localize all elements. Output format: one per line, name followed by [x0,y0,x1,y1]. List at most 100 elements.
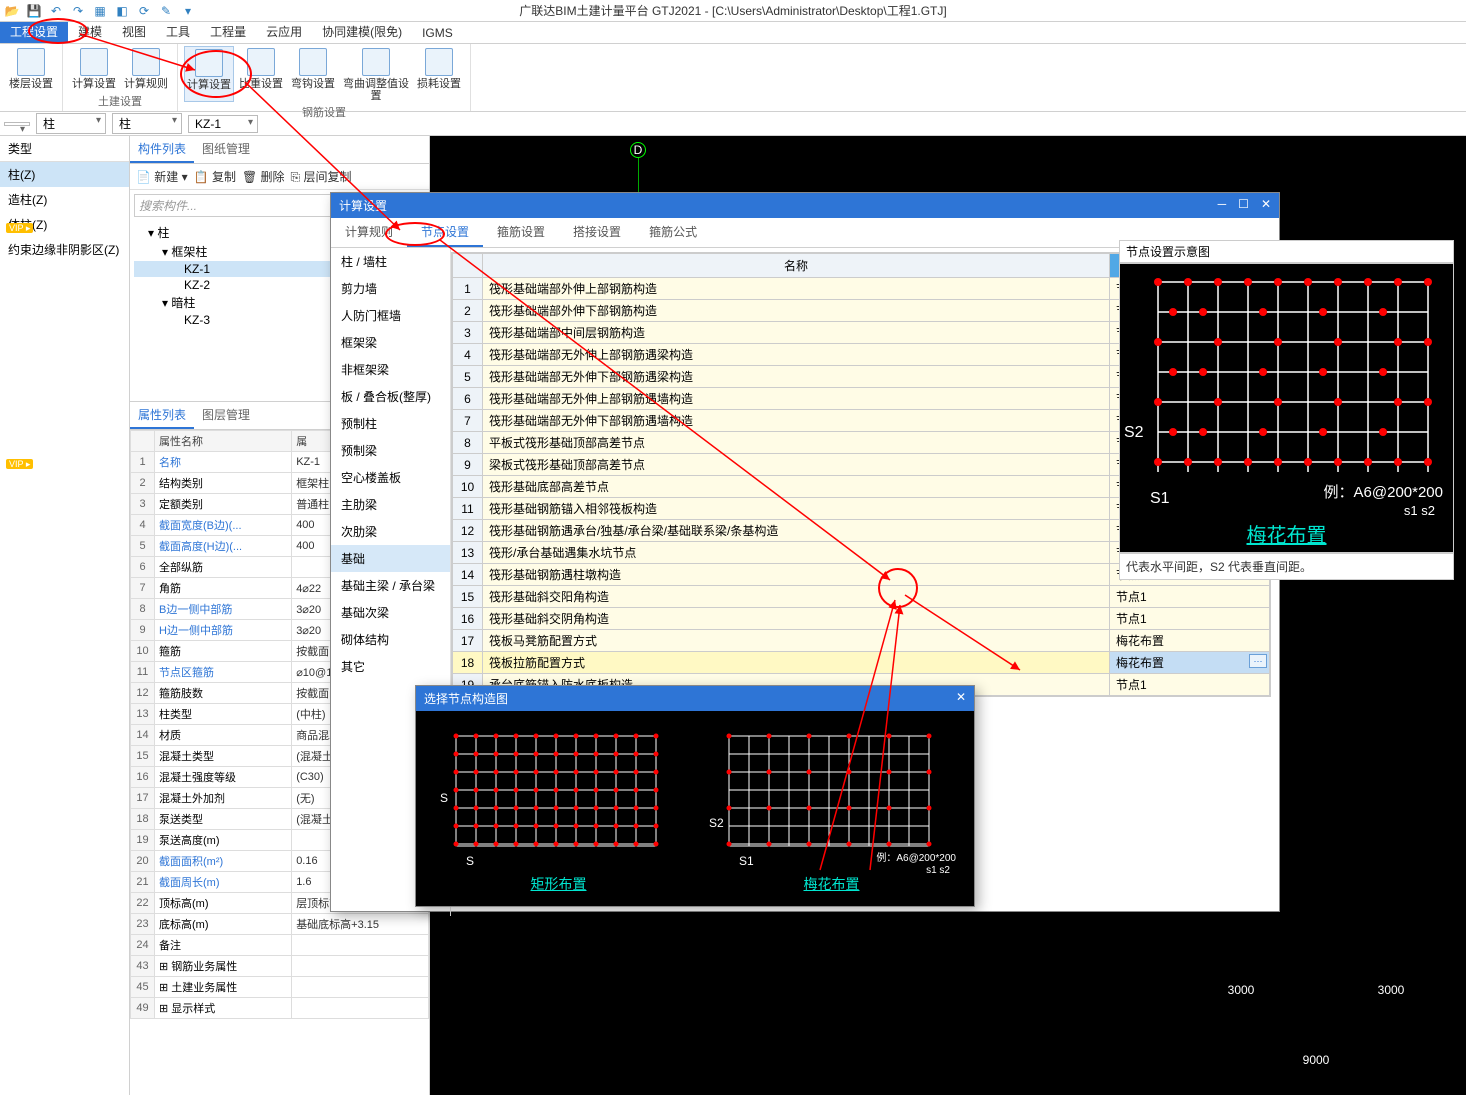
qat-redo-icon[interactable]: ↷ [70,3,86,19]
grid-row-name[interactable]: 筏形基础钢筋锚入相邻筏板构造 [483,498,1110,520]
grid-row-name[interactable]: 筏形基础端部中间层钢筋构造 [483,322,1110,344]
menu-tab-igms[interactable]: IGMS [412,23,463,43]
prop-name[interactable]: 截面面积(m²) [155,851,292,872]
grid-row-name[interactable]: 筏形基础端部无外伸下部钢筋遇梁构造 [483,366,1110,388]
node-option-plum[interactable]: S2 S1 例：A6@200*200 s1 s2 梅花布置 [699,721,964,896]
prop-name[interactable]: 顶标高(m) [155,893,292,914]
left-item[interactable]: 柱(Z) [0,162,129,187]
qat-dropdown-icon[interactable]: ▾ [180,3,196,19]
prop-value[interactable]: 基础底标高+3.15 [292,914,429,935]
grid-row-name[interactable]: 筏形基础端部外伸上部钢筋构造 [483,278,1110,300]
menu-tab-modeling[interactable]: 建模 [68,20,112,43]
menu-tab-project-settings[interactable]: 工程设置 [0,20,68,43]
ribbon-btn-weight[interactable]: 比重设置 [236,46,286,102]
grid-row-name[interactable]: 筏板马凳筋配置方式 [483,630,1110,652]
prop-name[interactable]: 截面高度(H边)(... [155,536,292,557]
calc-category-item[interactable]: 预制柱 [331,410,450,437]
grid-row-name[interactable]: 筏形基础钢筋遇承台/独基/承台梁/基础联系梁/条基构造 [483,520,1110,542]
qat-tool2-icon[interactable]: ◧ [114,3,130,19]
prop-name[interactable]: 全部纵筋 [155,557,292,578]
prop-name[interactable]: 备注 [155,935,292,956]
grid-row-value[interactable]: 梅花布置⋯ [1110,652,1270,674]
calc-category-item[interactable]: 基础主梁 / 承台梁 [331,572,450,599]
calc-category-item[interactable]: 主肋梁 [331,491,450,518]
ribbon-btn-calc-settings-2[interactable]: 计算设置 [184,46,234,102]
menu-tab-collab[interactable]: 协同建模(限免) [312,20,412,43]
grid-row-name[interactable]: 筏形基础钢筋遇柱墩构造 [483,564,1110,586]
grid-row-name[interactable]: 筏形基础端部无外伸上部钢筋遇墙构造 [483,388,1110,410]
prop-name[interactable]: B边一侧中部筋 [155,599,292,620]
tab-drawing-mgmt[interactable]: 图纸管理 [194,136,258,163]
calc-tab-lap[interactable]: 搭接设置 [559,218,635,247]
prop-value[interactable] [292,977,429,998]
calc-category-item[interactable]: 其它 [331,653,450,680]
maximize-icon[interactable]: ☐ [1238,197,1249,214]
calc-category-item[interactable]: 空心楼盖板 [331,464,450,491]
calc-category-item[interactable]: 板 / 叠合板(整厚) [331,383,450,410]
ribbon-btn-bend-adj[interactable]: 弯曲调整值设置 [340,46,412,102]
menu-tab-tools[interactable]: 工具 [156,20,200,43]
grid-row-value[interactable]: 节点1 [1110,586,1270,608]
calc-category-item[interactable]: 砌体结构 [331,626,450,653]
grid-row-name[interactable]: 筏形/承台基础遇集水坑节点 [483,542,1110,564]
prop-name[interactable]: 混凝土外加剂 [155,788,292,809]
minimize-icon[interactable]: ─ [1218,197,1227,214]
toolbar-new[interactable]: 📄 新建 ▾ [136,168,188,185]
prop-name[interactable]: 结构类别 [155,473,292,494]
prop-value[interactable] [292,935,429,956]
prop-name[interactable]: 角筋 [155,578,292,599]
prop-name[interactable]: 箍筋肢数 [155,683,292,704]
calc-category-item[interactable]: 人防门框墙 [331,302,450,329]
calc-category-item[interactable]: 剪力墙 [331,275,450,302]
prop-name[interactable]: 箍筋 [155,641,292,662]
calc-category-item[interactable]: 次肋梁 [331,518,450,545]
selector-4[interactable]: KZ-1 [188,115,258,133]
calc-category-item[interactable]: 框架梁 [331,329,450,356]
tab-component-list[interactable]: 构件列表 [130,136,194,163]
grid-row-name[interactable]: 筏形基础斜交阳角构造 [483,586,1110,608]
node-dialog-titlebar[interactable]: 选择节点构造图 ✕ [416,686,974,711]
ellipsis-button[interactable]: ⋯ [1249,654,1267,668]
prop-name[interactable]: ⊞ 土建业务属性 [155,977,292,998]
prop-name[interactable]: ⊞ 钢筋业务属性 [155,956,292,977]
prop-name[interactable]: 名称 [155,452,292,473]
node-close-icon[interactable]: ✕ [956,690,966,707]
grid-row-name[interactable]: 筏形基础斜交阴角构造 [483,608,1110,630]
ribbon-btn-calc-rules[interactable]: 计算规则 [121,46,171,90]
prop-name[interactable]: 泵送类型 [155,809,292,830]
prop-name[interactable]: 底标高(m) [155,914,292,935]
prop-name[interactable]: 柱类型 [155,704,292,725]
menu-tab-quantity[interactable]: 工程量 [200,20,256,43]
prop-name[interactable]: 定额类别 [155,494,292,515]
prop-name[interactable]: H边一侧中部筋 [155,620,292,641]
tab-layers[interactable]: 图层管理 [194,402,258,429]
qat-tool3-icon[interactable]: ⟳ [136,3,152,19]
ribbon-btn-calc-settings-1[interactable]: 计算设置 [69,46,119,90]
toolbar-delete[interactable]: 🗑 删除 [242,168,285,185]
prop-value[interactable] [292,956,429,977]
calc-tab-node[interactable]: 节点设置 [407,218,483,247]
prop-value[interactable] [292,998,429,1019]
calc-dialog-titlebar[interactable]: 计算设置 ─☐✕ [331,193,1279,218]
calc-category-item[interactable]: 柱 / 墙柱 [331,248,450,275]
calc-tab-formula[interactable]: 箍筋公式 [635,218,711,247]
grid-row-name[interactable]: 筏形基础端部无外伸下部钢筋遇墙构造 [483,410,1110,432]
calc-tab-rules[interactable]: 计算规则 [331,218,407,247]
prop-name[interactable]: 节点区箍筋 [155,662,292,683]
qat-undo-icon[interactable]: ↶ [48,3,64,19]
selector-3[interactable]: 柱 [112,113,182,134]
grid-row-name[interactable]: 筏板拉筋配置方式 [483,652,1110,674]
toolbar-floor-copy[interactable]: ⎘ 层间复制 [291,168,352,185]
grid-row-name[interactable]: 平板式筏形基础顶部高差节点 [483,432,1110,454]
prop-name[interactable]: 泵送高度(m) [155,830,292,851]
prop-name[interactable]: 截面宽度(B边)(... [155,515,292,536]
qat-open-icon[interactable]: 📂 [4,3,20,19]
tab-properties[interactable]: 属性列表 [130,402,194,429]
qat-save-icon[interactable]: 💾 [26,3,42,19]
qat-tool1-icon[interactable]: ▦ [92,3,108,19]
menu-tab-cloud[interactable]: 云应用 [256,20,312,43]
grid-row-name[interactable]: 筏形基础底部高差节点 [483,476,1110,498]
close-icon[interactable]: ✕ [1261,197,1271,214]
prop-name[interactable]: 材质 [155,725,292,746]
calc-category-item[interactable]: 预制梁 [331,437,450,464]
